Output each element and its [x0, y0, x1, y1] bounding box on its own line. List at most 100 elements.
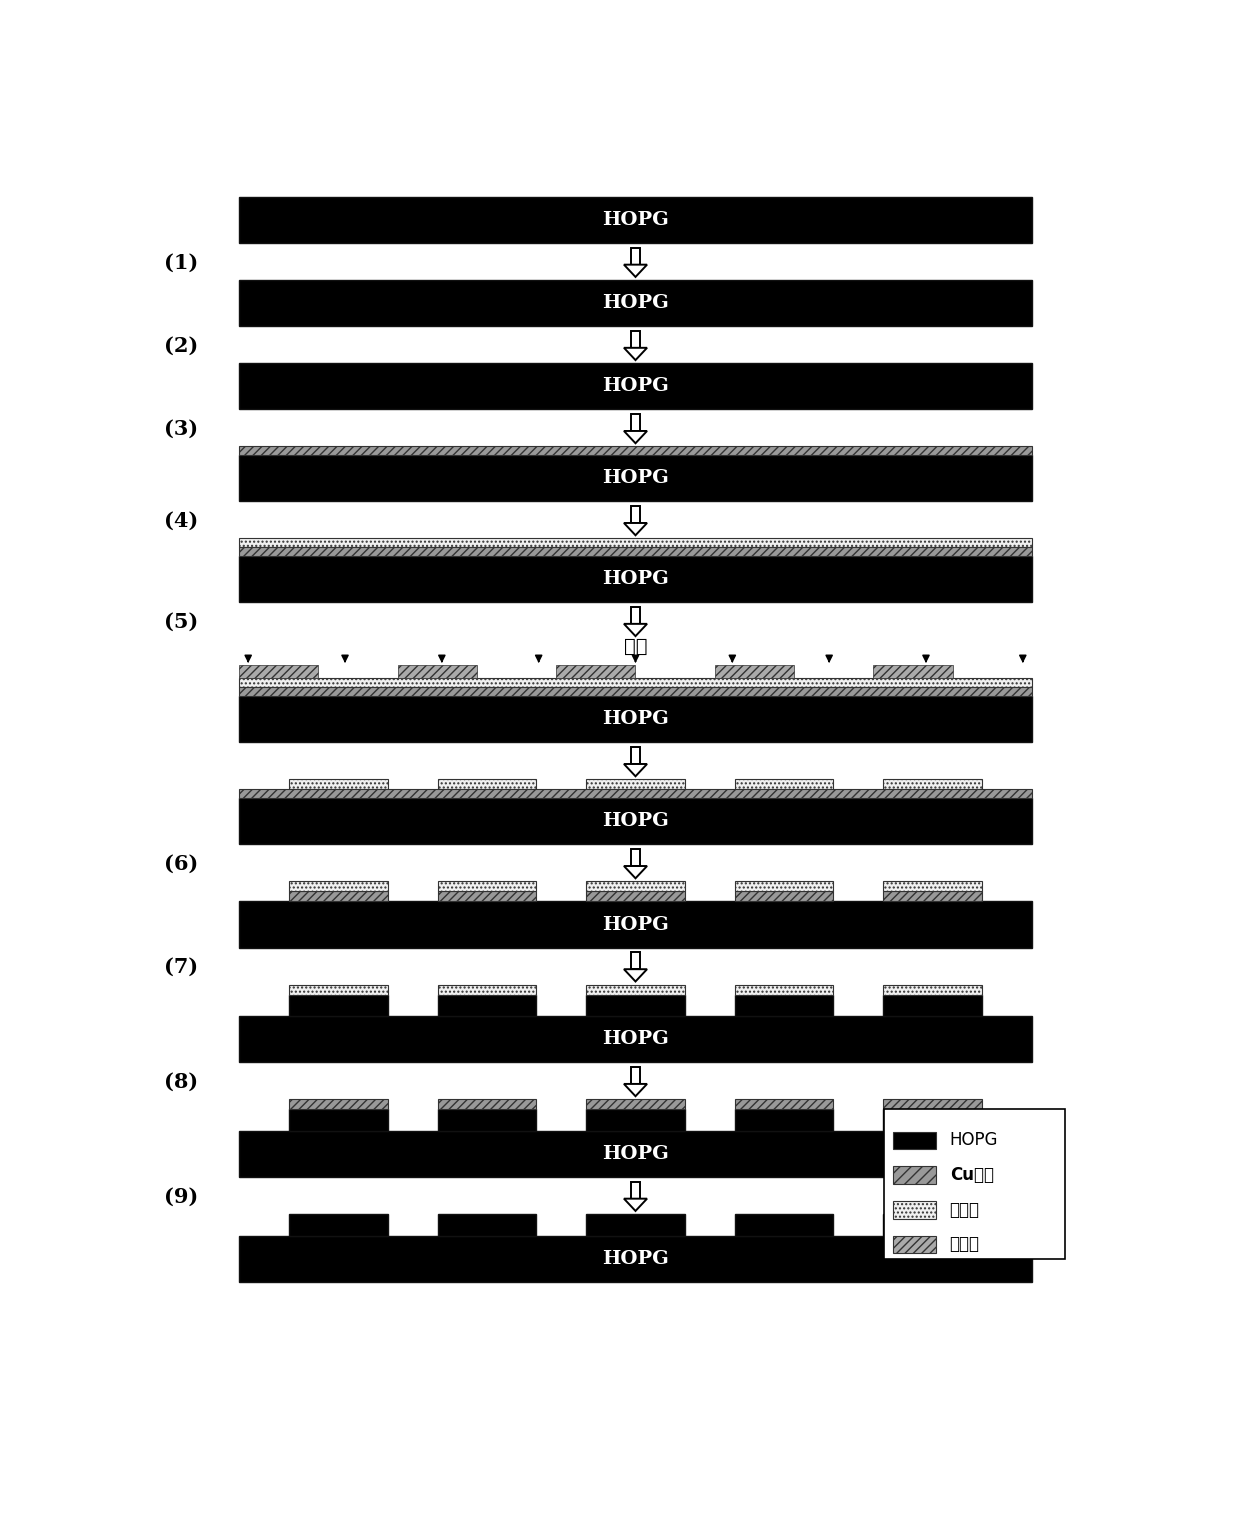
- Bar: [289, 994, 388, 1016]
- Bar: [438, 1100, 536, 1109]
- Bar: [239, 1235, 1032, 1283]
- Bar: [239, 901, 1032, 947]
- Bar: [239, 557, 1032, 602]
- Bar: [289, 985, 388, 994]
- Polygon shape: [624, 624, 647, 636]
- Bar: [883, 881, 982, 892]
- Bar: [883, 1109, 982, 1132]
- Bar: [735, 994, 833, 1016]
- Polygon shape: [624, 1199, 647, 1211]
- Text: HOPG: HOPG: [603, 813, 668, 830]
- Bar: [883, 779, 982, 790]
- Text: HOPG: HOPG: [603, 1249, 668, 1267]
- Text: HOPG: HOPG: [603, 210, 668, 229]
- Bar: [438, 994, 536, 1016]
- Bar: [289, 1214, 388, 1235]
- Bar: [438, 1109, 536, 1132]
- Bar: [735, 892, 833, 901]
- Bar: [735, 1109, 833, 1132]
- Bar: [438, 881, 536, 892]
- Bar: [735, 985, 833, 994]
- Bar: [883, 994, 982, 1016]
- Bar: [438, 779, 536, 790]
- Bar: [239, 454, 1032, 502]
- Bar: [239, 688, 1032, 697]
- Bar: [239, 363, 1032, 409]
- Text: Cu薄膜: Cu薄膜: [950, 1167, 993, 1183]
- Bar: [587, 985, 684, 994]
- Bar: [735, 779, 833, 790]
- Polygon shape: [624, 866, 647, 878]
- Text: (6): (6): [164, 854, 198, 874]
- Bar: [239, 547, 1032, 557]
- Bar: [239, 665, 319, 679]
- Bar: [587, 994, 684, 1016]
- Text: (5): (5): [164, 612, 198, 631]
- Bar: [631, 1182, 640, 1199]
- Bar: [735, 1100, 833, 1109]
- Bar: [587, 892, 684, 901]
- Bar: [438, 1214, 536, 1235]
- Text: (3): (3): [164, 419, 198, 439]
- Bar: [631, 747, 640, 764]
- Bar: [631, 607, 640, 624]
- Bar: [883, 1100, 982, 1109]
- Bar: [289, 1109, 388, 1132]
- Bar: [714, 665, 794, 679]
- Bar: [883, 1214, 982, 1235]
- Bar: [239, 697, 1032, 743]
- Text: HOPG: HOPG: [603, 377, 668, 395]
- Bar: [631, 1068, 640, 1084]
- Polygon shape: [624, 1084, 647, 1096]
- Bar: [631, 849, 640, 866]
- Text: HOPG: HOPG: [950, 1132, 998, 1150]
- Bar: [883, 892, 982, 901]
- Bar: [239, 281, 1032, 326]
- Text: (9): (9): [164, 1186, 198, 1206]
- Bar: [873, 665, 952, 679]
- Bar: [438, 985, 536, 994]
- Bar: [587, 779, 684, 790]
- Bar: [631, 247, 640, 265]
- Bar: [239, 197, 1032, 242]
- Polygon shape: [624, 523, 647, 535]
- Bar: [289, 779, 388, 790]
- Bar: [735, 1214, 833, 1235]
- Bar: [894, 1132, 936, 1150]
- Bar: [239, 1016, 1032, 1063]
- Bar: [894, 1235, 936, 1254]
- Text: (1): (1): [164, 252, 198, 273]
- Polygon shape: [624, 764, 647, 776]
- Text: 掩膜板: 掩膜板: [950, 1235, 980, 1254]
- Text: (2): (2): [164, 336, 198, 355]
- Bar: [631, 331, 640, 348]
- Bar: [631, 413, 640, 432]
- Text: HOPG: HOPG: [603, 1145, 668, 1164]
- Polygon shape: [624, 970, 647, 982]
- Bar: [239, 538, 1032, 547]
- Text: HOPG: HOPG: [603, 470, 668, 488]
- Bar: [239, 1132, 1032, 1177]
- Bar: [557, 665, 635, 679]
- Text: 光刻胶: 光刻胶: [950, 1200, 980, 1218]
- Text: HOPG: HOPG: [603, 294, 668, 313]
- Bar: [735, 881, 833, 892]
- Bar: [239, 447, 1032, 454]
- Text: HOPG: HOPG: [603, 570, 668, 589]
- Bar: [883, 985, 982, 994]
- Bar: [438, 892, 536, 901]
- Bar: [587, 1109, 684, 1132]
- Bar: [587, 1100, 684, 1109]
- Polygon shape: [624, 265, 647, 278]
- Bar: [631, 952, 640, 970]
- Bar: [631, 506, 640, 523]
- Bar: [894, 1202, 936, 1218]
- Bar: [239, 790, 1032, 798]
- Bar: [587, 881, 684, 892]
- Bar: [884, 1109, 1065, 1260]
- Text: 光源: 光源: [624, 637, 647, 656]
- Bar: [289, 1100, 388, 1109]
- Polygon shape: [624, 432, 647, 444]
- Text: (7): (7): [164, 956, 198, 978]
- Text: HOPG: HOPG: [603, 711, 668, 729]
